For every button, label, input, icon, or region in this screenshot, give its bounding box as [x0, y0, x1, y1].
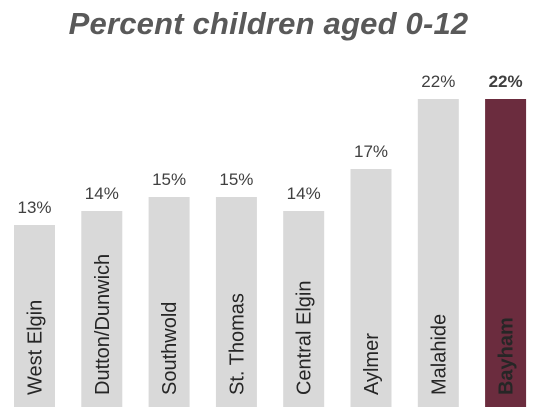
- category-label: Aylmer: [361, 333, 383, 395]
- category-label: Bayham: [496, 317, 518, 395]
- chart-title: Percent children aged 0-12: [68, 6, 469, 41]
- category-label: Malahide: [428, 314, 450, 395]
- bar-aylmer: [350, 169, 392, 407]
- bar-dutton-dunwich: [81, 211, 123, 407]
- bar-central-elgin: [283, 211, 325, 407]
- value-label: 17%: [354, 142, 388, 161]
- bar-st-thomas: [215, 197, 257, 407]
- category-label: St. Thomas: [226, 293, 248, 395]
- value-label: 22%: [421, 72, 455, 91]
- bar-malahide: [417, 99, 459, 407]
- value-label: 22%: [489, 72, 523, 91]
- bar-southwold: [148, 197, 190, 407]
- value-label: 14%: [287, 184, 321, 203]
- value-label: 14%: [85, 184, 119, 203]
- bar-west-elgin: [14, 225, 55, 407]
- value-label: 15%: [152, 170, 186, 189]
- category-label: Central Elgin: [294, 280, 316, 395]
- category-label: West Elgin: [25, 300, 47, 395]
- value-label: 15%: [219, 170, 253, 189]
- category-label: Southwold: [159, 302, 181, 395]
- category-label: Dutton/Dunwich: [92, 254, 114, 395]
- bar-bayham: [485, 99, 527, 407]
- value-label: 13%: [17, 198, 51, 217]
